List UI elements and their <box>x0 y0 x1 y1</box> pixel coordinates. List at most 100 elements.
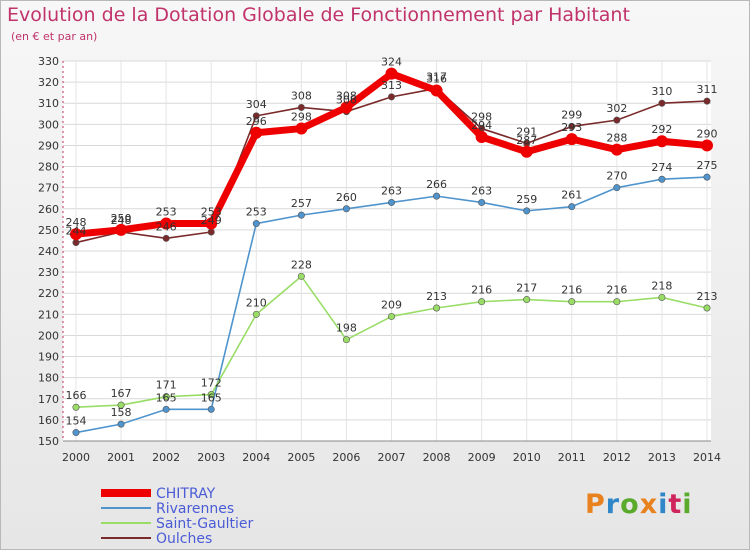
y-tick-label: 300 <box>38 118 59 131</box>
x-tick-label: 2013 <box>648 451 676 464</box>
data-point <box>475 131 488 143</box>
data-label: 172 <box>201 377 222 390</box>
chart-title: Evolution de la Dotation Globale de Fonc… <box>7 4 630 26</box>
data-label: 311 <box>697 83 718 96</box>
y-tick-label: 270 <box>38 182 59 195</box>
data-label: 260 <box>336 191 357 204</box>
data-label: 216 <box>471 284 492 297</box>
data-point <box>252 112 260 120</box>
data-label: 263 <box>381 184 402 197</box>
data-point <box>610 143 623 156</box>
data-label: 270 <box>606 170 627 183</box>
data-label: 216 <box>606 284 627 297</box>
data-point <box>658 175 666 183</box>
data-label: 218 <box>651 279 672 292</box>
y-tick-label: 190 <box>38 351 59 364</box>
data-point <box>658 293 666 301</box>
data-label: 209 <box>381 298 402 311</box>
y-tick-label: 220 <box>38 287 59 300</box>
data-point <box>613 116 621 124</box>
data-label: 288 <box>606 132 627 145</box>
data-label: 287 <box>516 134 537 147</box>
data-label: 304 <box>246 98 267 111</box>
data-label: 299 <box>561 108 582 121</box>
data-point <box>252 310 260 318</box>
data-label: 246 <box>156 220 177 233</box>
data-label: 313 <box>381 79 402 92</box>
data-point <box>342 336 350 344</box>
y-tick-label: 250 <box>38 224 59 237</box>
data-label: 165 <box>201 391 222 404</box>
x-tick-label: 2003 <box>197 451 225 464</box>
data-label: 166 <box>66 389 87 402</box>
data-label: 298 <box>471 111 492 124</box>
x-tick-label: 2009 <box>468 451 496 464</box>
legend-label: Rivarennes <box>156 501 234 517</box>
data-point <box>207 405 215 413</box>
y-tick-label: 310 <box>38 97 59 110</box>
data-label: 263 <box>471 184 492 197</box>
x-tick-label: 2014 <box>693 451 721 464</box>
data-point <box>433 192 441 200</box>
data-point <box>70 228 82 241</box>
data-point <box>295 122 308 135</box>
data-point <box>250 126 263 139</box>
data-label: 257 <box>291 197 312 210</box>
data-label: 291 <box>516 125 537 138</box>
chart-subtitle: (en € et par an) <box>11 30 98 43</box>
data-label: 259 <box>516 193 537 206</box>
data-label: 248 <box>66 216 87 229</box>
data-point <box>117 401 125 409</box>
data-point <box>72 239 80 247</box>
data-point <box>160 217 173 230</box>
y-tick-label: 330 <box>38 55 59 68</box>
data-label: 165 <box>156 391 177 404</box>
data-label: 316 <box>426 73 447 86</box>
data-point <box>297 211 305 219</box>
data-point <box>162 234 170 242</box>
axes <box>62 61 711 442</box>
x-tick-label: 2006 <box>332 451 360 464</box>
data-point <box>658 99 666 107</box>
data-label: 253 <box>201 206 222 219</box>
data-label: 217 <box>516 282 537 295</box>
y-tick-label: 160 <box>38 414 59 427</box>
data-label: 249 <box>201 214 222 227</box>
data-point <box>342 205 350 213</box>
data-point <box>207 228 215 236</box>
y-tick-label: 280 <box>38 161 59 174</box>
data-point <box>117 420 125 428</box>
data-label: 290 <box>697 127 718 140</box>
data-point <box>613 298 621 306</box>
data-label: 158 <box>111 406 132 419</box>
data-label: 293 <box>561 121 582 134</box>
data-label: 324 <box>381 56 402 69</box>
data-label: 248 <box>111 214 132 227</box>
data-label: 306 <box>336 94 357 107</box>
data-point <box>568 298 576 306</box>
data-label: 274 <box>651 161 672 174</box>
data-label: 253 <box>246 206 267 219</box>
data-label: 317 <box>426 70 447 83</box>
data-point <box>613 184 621 192</box>
x-axis-ticks: 2000 2001 2002 2003 2004 2005 2006 2007 2008 2009… <box>62 451 721 464</box>
x-tick-label: 2012 <box>603 451 631 464</box>
data-point <box>703 97 711 105</box>
data-point <box>478 298 486 306</box>
proxiti-logo: Proxiti <box>585 489 693 520</box>
data-point <box>162 405 170 413</box>
data-point <box>162 393 170 401</box>
data-label: 275 <box>697 159 718 172</box>
x-tick-label: 2000 <box>62 451 90 464</box>
data-point <box>523 207 531 215</box>
data-label: 171 <box>156 379 177 392</box>
x-tick-label: 2011 <box>558 451 586 464</box>
x-tick-label: 2001 <box>107 451 135 464</box>
data-point <box>433 304 441 312</box>
y-tick-label: 260 <box>38 203 59 216</box>
x-tick-label: 2005 <box>287 451 315 464</box>
data-point <box>387 93 395 101</box>
y-tick-label: 200 <box>38 329 59 342</box>
